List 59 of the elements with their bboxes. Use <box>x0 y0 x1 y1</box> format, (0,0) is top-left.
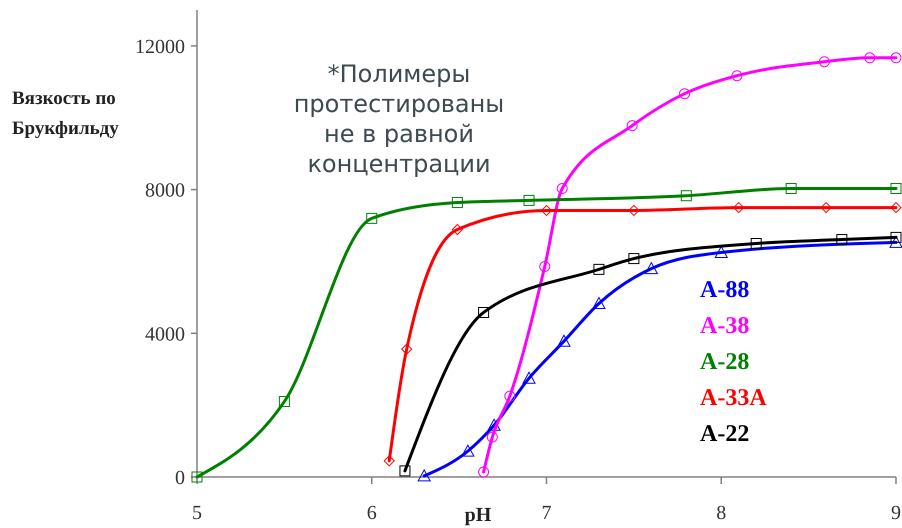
point <box>418 469 431 482</box>
point <box>592 296 606 309</box>
point <box>679 88 690 100</box>
point <box>731 70 742 82</box>
point <box>488 418 501 431</box>
point <box>401 344 412 355</box>
point <box>890 236 902 248</box>
point <box>733 202 744 214</box>
point <box>452 197 463 208</box>
point <box>478 466 490 478</box>
point <box>452 224 463 235</box>
point <box>461 444 474 457</box>
point <box>680 190 692 202</box>
point <box>786 183 797 194</box>
x-tick-label: 7 <box>542 502 552 524</box>
point <box>836 234 848 246</box>
point <box>486 432 498 443</box>
point <box>539 260 550 272</box>
point <box>890 52 902 64</box>
point <box>556 183 568 194</box>
point <box>522 372 536 384</box>
point <box>593 264 604 275</box>
text: A-22 <box>700 421 750 447</box>
x-tick-label: 6 <box>366 502 377 524</box>
annotation: *Полимеры протестированы не в равной концентрации <box>294 60 504 178</box>
text: A-38 <box>700 313 750 339</box>
y-tick-label: 8000 <box>145 180 185 202</box>
y-tick-label: 4000 <box>145 323 185 346</box>
point <box>890 202 902 214</box>
point <box>478 306 490 318</box>
point <box>714 246 728 258</box>
point <box>399 465 410 476</box>
point <box>504 390 516 402</box>
point <box>890 183 902 194</box>
x-tick-label: 5 <box>192 502 202 524</box>
point <box>864 52 876 64</box>
y-tick-label: 0 <box>175 467 185 489</box>
y-tick-label: 12000 <box>135 36 185 58</box>
point <box>541 204 552 216</box>
point <box>384 455 395 466</box>
text: A-33A <box>700 385 768 411</box>
point <box>820 202 832 214</box>
point <box>366 212 378 224</box>
point <box>750 238 762 249</box>
point <box>628 204 640 216</box>
point <box>524 194 535 206</box>
point <box>557 334 570 347</box>
series-label: A-88 <box>700 277 750 303</box>
point <box>628 253 640 264</box>
y-axis-title: Вязкость по Брукфильду <box>12 88 120 139</box>
point <box>644 262 658 274</box>
text: A-28 <box>700 349 750 375</box>
point <box>278 396 290 408</box>
point <box>818 56 830 68</box>
x-tick-label: 8 <box>716 502 726 524</box>
point <box>890 232 902 243</box>
x-tick-label: 9 <box>891 502 901 524</box>
point <box>626 120 638 132</box>
x-axis-title: pH <box>464 504 492 526</box>
